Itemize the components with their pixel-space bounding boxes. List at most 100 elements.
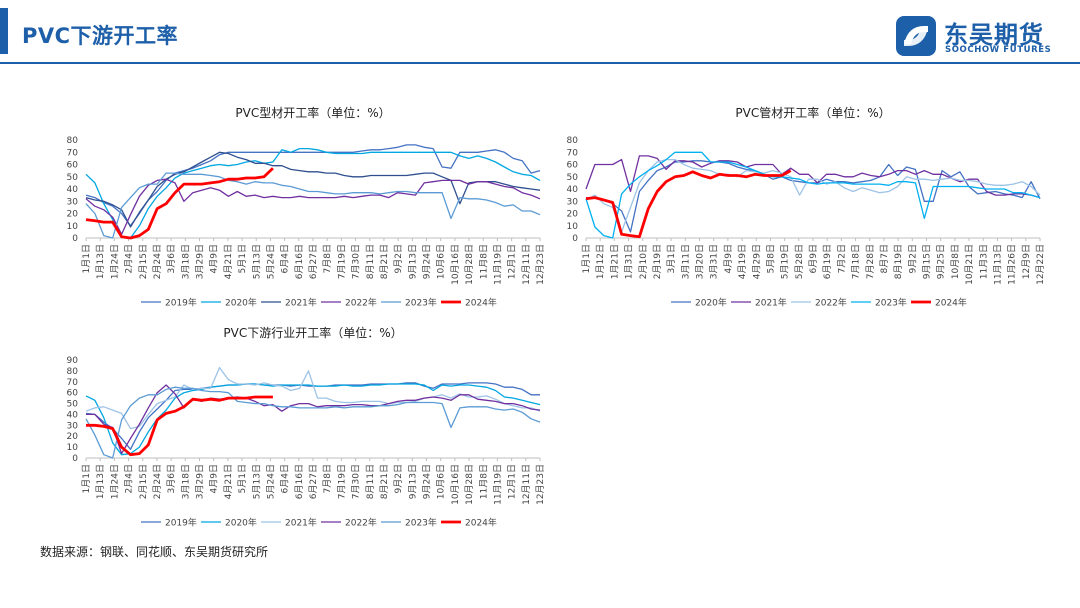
x-tick-label: 3月11日 [680, 244, 691, 279]
chart-profile-operating-rate: PVC型材开工率（单位：%） 0 10 20 30 40 50 60 70 80 1月1日 1月13日… [40, 98, 560, 318]
y-tick-label: 70 [67, 378, 79, 388]
x-tick-label: 5月24日 [265, 464, 276, 499]
x-tick-label: 10月28日 [464, 244, 475, 285]
x-tick-label: 3月31日 [709, 244, 720, 279]
y-tick-label: 60 [67, 161, 79, 171]
x-tick-label: 1月24日 [109, 244, 120, 279]
x-tick-label: 5月19日 [780, 244, 791, 279]
series-line-2024年 [86, 395, 273, 457]
series-line-2024年 [85, 167, 274, 240]
x-tick-label: 1月1日 [81, 244, 92, 273]
y-tick-label: 80 [67, 136, 79, 146]
x-tick-label: 9月15日 [922, 244, 933, 279]
x-tick-label: 10月21日 [964, 244, 975, 285]
x-tick-label: 2月19日 [652, 244, 663, 279]
y-tick-label: 20 [567, 210, 579, 220]
x-tick-label: 11月3日 [978, 244, 989, 279]
x-tick-label: 12月23日 [535, 464, 546, 505]
x-tick-label: 6月27日 [308, 244, 319, 279]
y-tick-label: 50 [67, 173, 79, 183]
y-tick-label: 0 [72, 234, 78, 244]
y-tick-label: 80 [67, 367, 79, 377]
x-tick-label: 8月21日 [379, 464, 390, 499]
x-tick-label: 3月29日 [195, 244, 206, 279]
y-tick-label: 50 [567, 173, 579, 183]
x-tick-label: 7月30日 [351, 464, 362, 499]
x-tick-label: 7月19日 [336, 244, 347, 279]
x-tick-label: 11月13日 [992, 244, 1003, 285]
x-tick-label: 7月30日 [351, 244, 362, 279]
series-line-2023年 [585, 151, 1041, 239]
x-tick-label: 10月8日 [950, 244, 961, 279]
x-tick-label: 7月8日 [322, 464, 333, 493]
logo-chinese-name: 东吴期货 [944, 21, 1044, 49]
series-line-2021年 [85, 151, 541, 228]
x-tick-label: 8月11日 [365, 464, 376, 499]
chart-pipe-operating-rate: PVC管材开工率（单位：%） 0 10 20 30 40 50 60 70 80 1月1日 1月12日… [540, 98, 1060, 318]
x-tick-label: 9月25日 [936, 244, 947, 279]
y-tick-label: 0 [572, 234, 578, 244]
x-tick-label: 9月2日 [393, 244, 404, 273]
x-tick-label: 10月6日 [436, 244, 447, 279]
x-tick-label: 5月1日 [237, 464, 248, 493]
chart-downstream-operating-rate: PVC下游行业开工率（单位：%） 0 10 20 30 40 50 60 70 80 90 1月1日 1… [40, 318, 560, 538]
y-tick-label: 40 [67, 410, 79, 420]
x-tick-label: 7月19日 [336, 464, 347, 499]
y-tick-label: 0 [72, 454, 78, 464]
x-tick-label: 3月18日 [180, 244, 191, 279]
x-tick-label: 6月16日 [294, 464, 305, 499]
legend-label: 2019年 [165, 297, 197, 309]
x-tick-label: 4月21日 [223, 464, 234, 499]
title-accent-bar [0, 8, 8, 54]
x-tick-label: 1月24日 [109, 464, 120, 499]
y-tick-label: 10 [67, 222, 79, 232]
x-tick-label: 4月21日 [223, 244, 234, 279]
x-tick-label: 9月24日 [422, 464, 433, 499]
x-tick-label: 9月13日 [407, 464, 418, 499]
x-tick-label: 2月15日 [138, 464, 149, 499]
y-tick-label: 20 [67, 210, 79, 220]
y-tick-label: 40 [567, 185, 579, 195]
legend-label: 2020年 [225, 297, 257, 309]
x-tick-label: 1月13日 [95, 244, 106, 279]
header-divider [0, 62, 1080, 64]
x-tick-label: 1月31日 [624, 244, 635, 279]
data-source-note: 数据来源：钢联、同花顺、东吴期货研究所 [40, 545, 269, 559]
y-tick-label: 80 [567, 136, 579, 146]
x-tick-label: 3月29日 [195, 464, 206, 499]
chart-title: PVC型材开工率（单位：%） [235, 105, 390, 120]
x-tick-label: 1月13日 [95, 464, 106, 499]
y-tick-label: 40 [67, 185, 79, 195]
x-tick-label: 10月16日 [450, 244, 461, 285]
x-tick-label: 9月13日 [407, 244, 418, 279]
x-tick-label: 5月8日 [765, 244, 776, 273]
x-tick-label: 10月6日 [436, 464, 447, 499]
x-tick-label: 3月18日 [180, 464, 191, 499]
x-tick-label: 1月1日 [581, 244, 592, 273]
x-tick-label: 8月19日 [893, 244, 904, 279]
x-tick-label: 8月21日 [379, 244, 390, 279]
x-tick-label: 5月24日 [265, 244, 276, 279]
x-tick-label: 9月24日 [422, 244, 433, 279]
x-tick-label: 2月15日 [138, 244, 149, 279]
legend-label: 2022年 [345, 517, 377, 529]
x-tick-label: 12月9日 [1021, 244, 1032, 279]
x-tick-label: 7月18日 [851, 244, 862, 279]
x-tick-label: 5月28日 [794, 244, 805, 279]
x-tick-label: 9月2日 [393, 464, 404, 493]
y-tick-label: 30 [67, 197, 79, 207]
series-line-2022年 [585, 158, 1041, 233]
x-tick-label: 11月19日 [492, 244, 503, 285]
x-tick-label: 4月29日 [751, 244, 762, 279]
x-tick-label: 1月21日 [609, 244, 620, 279]
logo-english-name: SOOCHOW FUTURES [945, 45, 1052, 55]
x-tick-label: 6月4日 [280, 464, 291, 493]
x-tick-label: 1月12日 [595, 244, 606, 279]
x-tick-label: 3月6日 [166, 464, 177, 493]
x-tick-label: 4月19日 [737, 244, 748, 279]
x-tick-label: 7月2日 [836, 244, 847, 273]
x-tick-label: 2月4日 [124, 244, 135, 273]
series-line-2020年 [85, 147, 541, 239]
y-tick-label: 60 [67, 389, 79, 399]
